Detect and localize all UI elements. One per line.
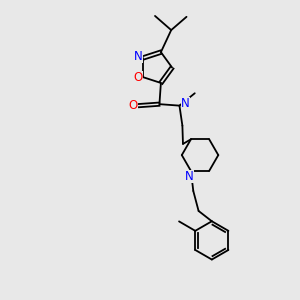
Text: N: N (181, 97, 190, 110)
Text: N: N (134, 50, 143, 63)
Text: O: O (128, 98, 137, 112)
Text: O: O (134, 71, 143, 84)
Text: N: N (185, 170, 194, 183)
